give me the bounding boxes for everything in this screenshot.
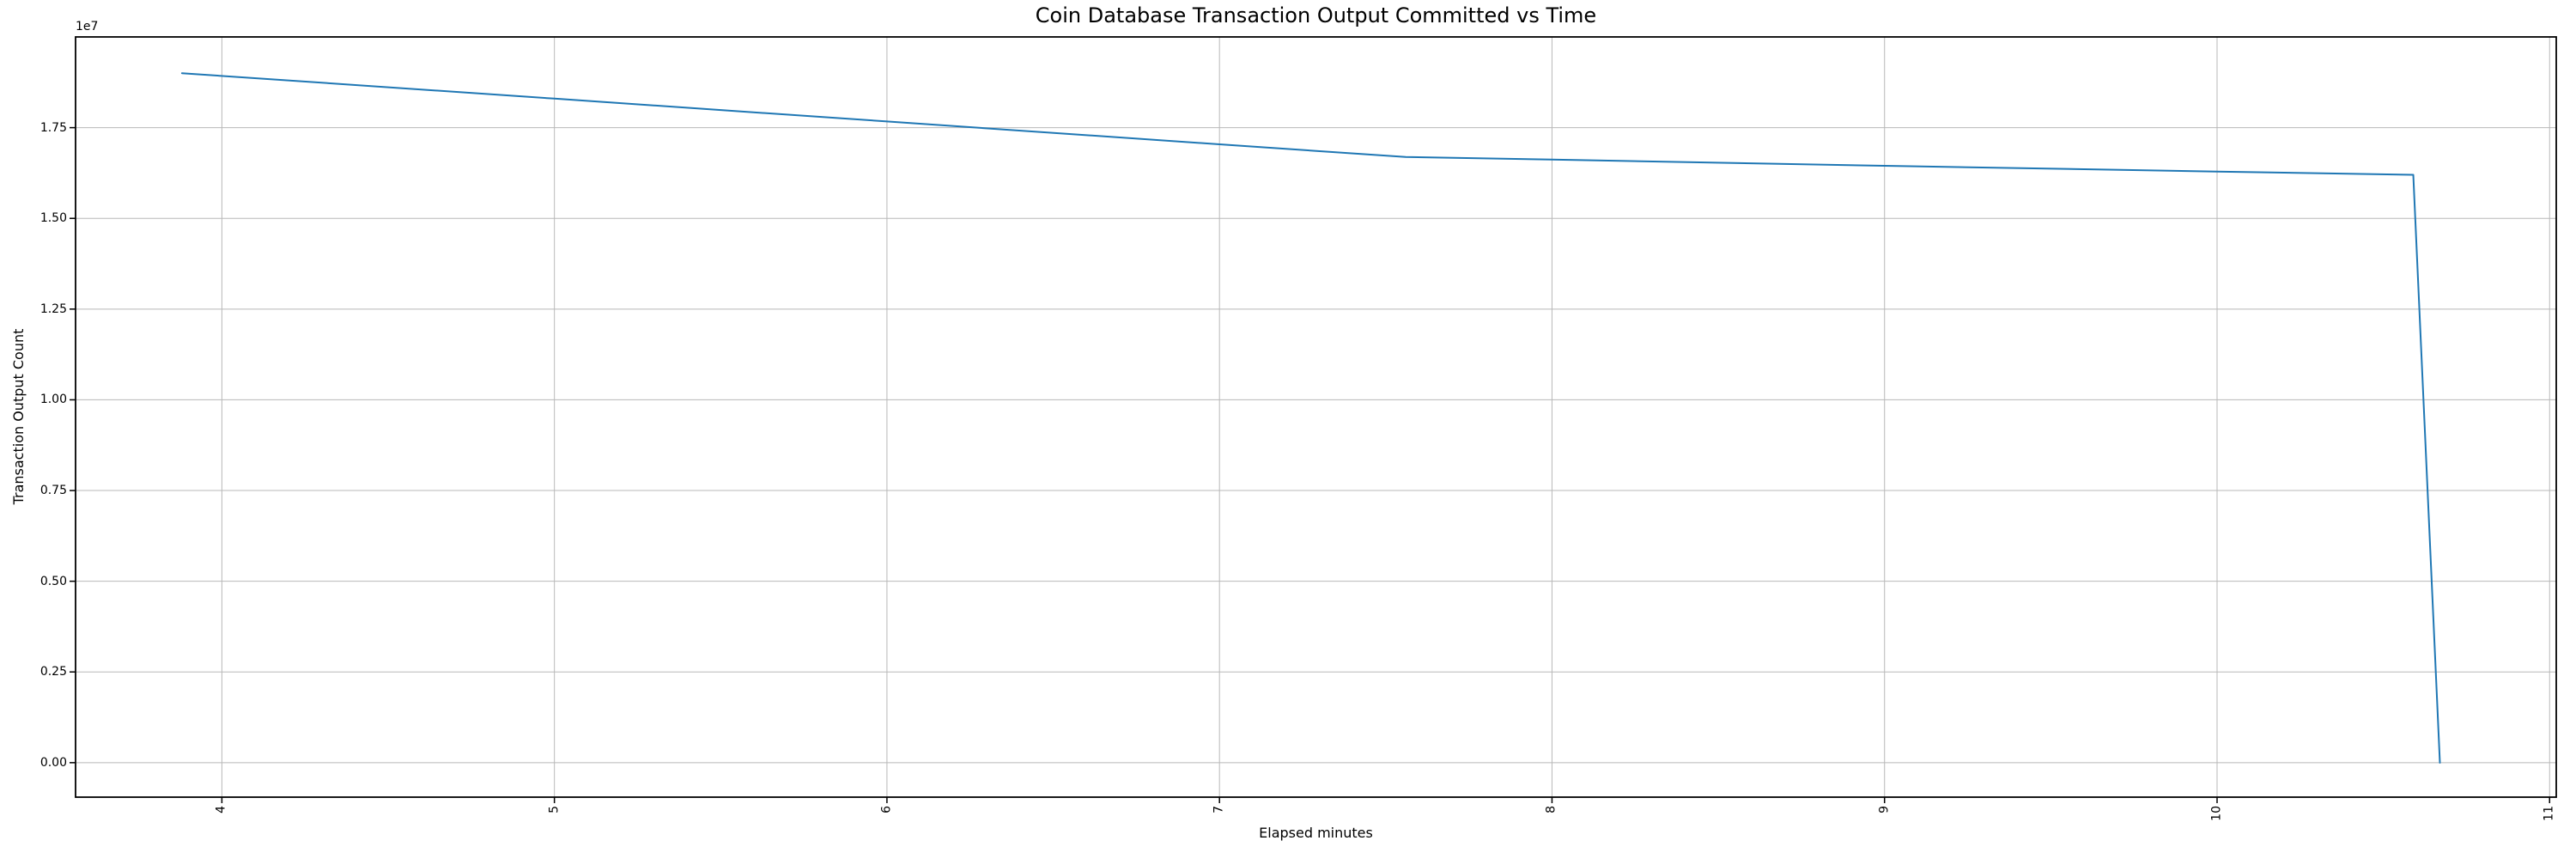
x-axis-label: Elapsed minutes [1259,825,1373,841]
x-tick-label: 9 [1877,806,1892,813]
chart-title: Coin Database Transaction Output Committ… [1035,3,1597,27]
y-tick-label: 0.00 [39,755,67,770]
x-tick-label: 4 [214,806,228,813]
axes-frame [75,36,2557,798]
y-tick-label: 1.25 [39,302,67,316]
x-tick-label: 10 [2209,806,2224,821]
x-tick-label: 6 [879,806,894,813]
y-tick-label: 0.75 [39,484,67,498]
y-tick-label: 1.00 [39,393,67,407]
data-line-transaction-output-count [180,72,2441,764]
x-tick-label: 8 [1544,806,1558,813]
x-tick-label: 11 [2542,806,2556,821]
y-tick-label: 0.50 [39,574,67,588]
y-tick-label: 0.25 [39,665,67,679]
y-axis-offset-text: 1e7 [76,20,99,34]
y-tick-label: 1.75 [39,120,67,135]
x-tick-label: 7 [1212,806,1226,813]
x-tick-label: 5 [546,806,561,813]
y-tick-label: 1.50 [39,211,67,226]
